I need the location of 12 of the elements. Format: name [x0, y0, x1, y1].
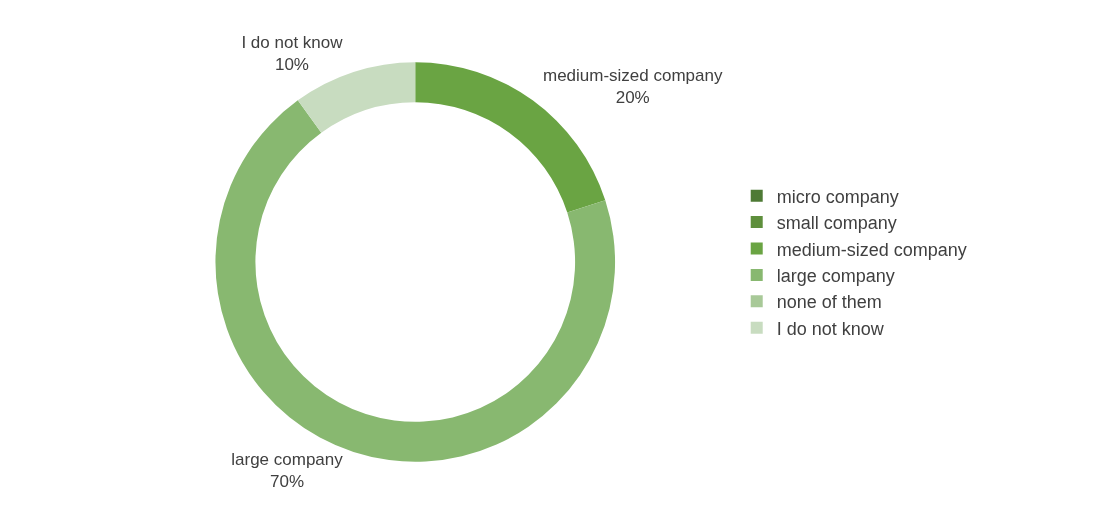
- legend-label: medium-sized company: [776, 239, 967, 260]
- slice-label: medium-sized company: [542, 66, 723, 86]
- slice-label: large company: [231, 450, 344, 470]
- legend-label: none of them: [776, 292, 882, 313]
- data-label: 20%: [615, 88, 650, 108]
- legend-label: micro company: [776, 186, 899, 207]
- legend-label: small company: [776, 213, 897, 234]
- data-label: 70%: [269, 472, 304, 492]
- data-label: 10%: [274, 54, 309, 74]
- legend-label: I do not know: [776, 318, 885, 339]
- slice-label: I do not know: [241, 32, 344, 52]
- legend-label: large company: [776, 265, 895, 286]
